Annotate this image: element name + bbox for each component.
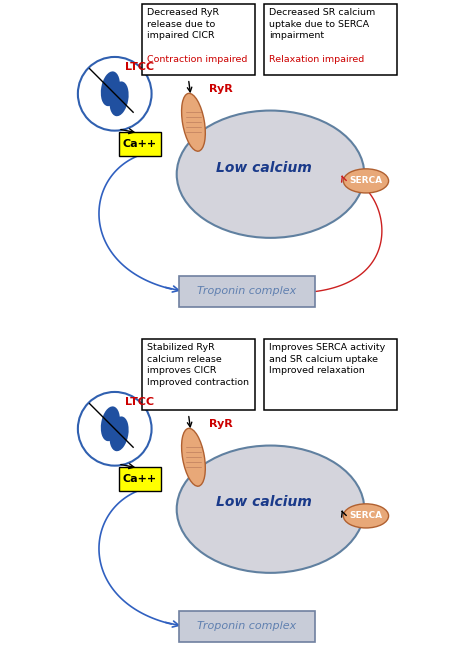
Ellipse shape: [177, 111, 365, 238]
Text: SERCA: SERCA: [349, 511, 383, 521]
Text: LTCC: LTCC: [125, 62, 154, 72]
Text: RyR: RyR: [209, 84, 232, 94]
Ellipse shape: [343, 504, 389, 528]
Text: LTCC: LTCC: [125, 397, 154, 407]
Ellipse shape: [109, 417, 128, 451]
FancyBboxPatch shape: [142, 3, 255, 75]
Circle shape: [78, 392, 152, 466]
Ellipse shape: [101, 72, 120, 106]
Text: Relaxation impaired: Relaxation impaired: [270, 56, 365, 64]
Text: Decreased RyR
release due to
impaired CICR: Decreased RyR release due to impaired CI…: [147, 8, 219, 40]
Ellipse shape: [343, 169, 389, 193]
FancyBboxPatch shape: [119, 468, 161, 490]
Text: Contraction impaired: Contraction impaired: [147, 56, 247, 64]
Circle shape: [78, 57, 152, 131]
FancyBboxPatch shape: [142, 339, 255, 410]
FancyBboxPatch shape: [264, 339, 398, 410]
Text: Troponin complex: Troponin complex: [198, 622, 297, 631]
FancyBboxPatch shape: [264, 3, 398, 75]
Text: Decreased SR calcium
uptake due to SERCA
impairment: Decreased SR calcium uptake due to SERCA…: [270, 8, 376, 40]
Ellipse shape: [182, 93, 205, 151]
Text: Troponin complex: Troponin complex: [198, 287, 297, 296]
Ellipse shape: [109, 82, 128, 116]
Text: Improves SERCA activity
and SR calcium uptake
Improved relaxation: Improves SERCA activity and SR calcium u…: [270, 343, 386, 375]
Text: SERCA: SERCA: [349, 176, 383, 186]
Text: RyR: RyR: [209, 419, 232, 429]
FancyBboxPatch shape: [179, 276, 315, 307]
Ellipse shape: [177, 446, 365, 573]
Text: Ca++: Ca++: [123, 139, 157, 149]
Text: Stabilized RyR
calcium release
improves CICR
Improved contraction: Stabilized RyR calcium release improves …: [147, 343, 249, 387]
Text: Low calcium: Low calcium: [216, 161, 312, 174]
Ellipse shape: [101, 407, 120, 441]
Text: Low calcium: Low calcium: [216, 496, 312, 509]
FancyBboxPatch shape: [179, 611, 315, 642]
Text: Ca++: Ca++: [123, 474, 157, 484]
Ellipse shape: [182, 428, 205, 486]
FancyBboxPatch shape: [119, 133, 161, 155]
